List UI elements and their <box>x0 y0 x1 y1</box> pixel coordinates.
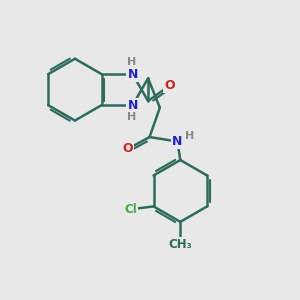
Text: N: N <box>128 68 138 81</box>
Text: O: O <box>164 79 175 92</box>
Text: Cl: Cl <box>124 203 137 216</box>
Text: N: N <box>128 99 138 112</box>
Text: H: H <box>185 131 194 141</box>
Text: CH₃: CH₃ <box>168 238 192 251</box>
Text: O: O <box>123 142 133 155</box>
Text: H: H <box>127 57 136 67</box>
Text: H: H <box>127 112 136 122</box>
Text: N: N <box>172 135 183 148</box>
